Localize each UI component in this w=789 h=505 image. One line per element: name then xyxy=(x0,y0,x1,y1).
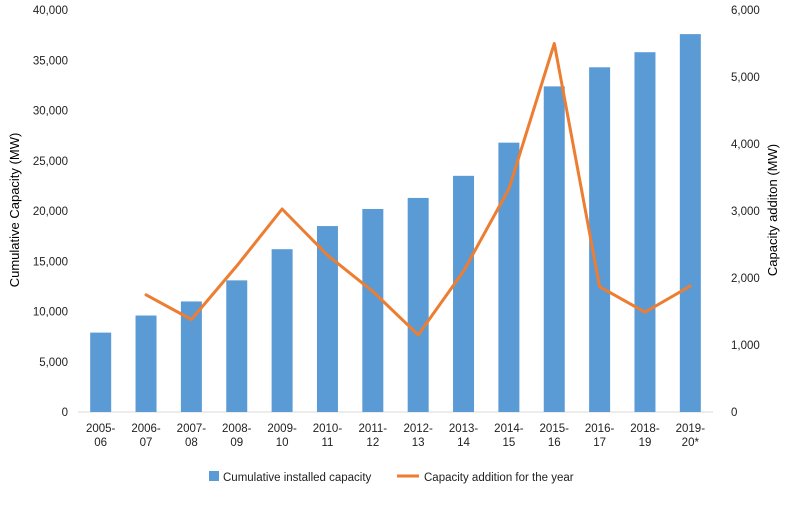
bar xyxy=(226,280,248,412)
x-tick-label: 2008-09 xyxy=(222,423,252,449)
bar-series xyxy=(90,34,701,413)
legend-swatch-bars xyxy=(209,471,219,481)
bar xyxy=(135,315,157,412)
x-tick-label: 2014-15 xyxy=(494,423,524,449)
y2-tick-label: 6,000 xyxy=(731,5,760,17)
x-tick-label: 2019-20* xyxy=(676,423,706,449)
legend: Cumulative installed capacity Capacity a… xyxy=(209,471,574,484)
y-tick-label: 15,000 xyxy=(33,256,68,268)
y2-tick-label: 5,000 xyxy=(731,72,760,84)
bar xyxy=(498,142,520,412)
y-tick-label: 35,000 xyxy=(33,55,68,67)
y-tick-label: 40,000 xyxy=(33,5,68,17)
y2-axis-title: Capacity additon (MW) xyxy=(765,144,780,276)
bar xyxy=(407,197,429,412)
y-tick-label: 5,000 xyxy=(39,357,68,369)
y-tick-label: 30,000 xyxy=(33,106,68,118)
left-axis-ticks: 0 5,000 10,000 15,000 20,000 25,000 30,000 35,0… xyxy=(33,5,68,419)
legend-label-line: Capacity addition for the year xyxy=(424,472,574,484)
bar xyxy=(453,175,475,412)
bar xyxy=(679,34,701,413)
capacity-addition-line xyxy=(144,42,692,337)
right-axis-ticks: 0 1,000 2,000 3,000 4,000 5,000 6,000 xyxy=(731,5,760,419)
y2-tick-label: 1,000 xyxy=(731,340,760,352)
y2-tick-label: 3,000 xyxy=(731,206,760,218)
bar xyxy=(316,226,338,412)
bar xyxy=(271,249,293,412)
y2-tick-label: 4,000 xyxy=(731,139,760,151)
y-tick-label: 20,000 xyxy=(33,206,68,218)
x-tick-label: 2018-19 xyxy=(630,423,660,449)
x-tick-label: 2015-16 xyxy=(540,423,570,449)
bar xyxy=(90,332,112,412)
x-tick-label: 2009-10 xyxy=(267,423,297,449)
bar xyxy=(543,86,565,412)
x-tick-label: 2013-14 xyxy=(449,423,479,449)
bar xyxy=(634,52,656,413)
legend-label-bars: Cumulative installed capacity xyxy=(223,472,372,484)
x-tick-label: 2011-12 xyxy=(359,423,388,449)
y2-tick-label: 0 xyxy=(731,407,737,419)
bar xyxy=(589,67,611,412)
y2-tick-label: 2,000 xyxy=(731,273,760,285)
bar xyxy=(180,301,202,412)
y-axis-title: Cumulative Capacity (MW) xyxy=(7,133,22,288)
y-tick-label: 10,000 xyxy=(33,307,68,319)
bar xyxy=(362,208,384,412)
x-tick-label: 2005-06 xyxy=(86,423,116,449)
x-tick-label: 2007-08 xyxy=(177,423,207,449)
x-axis-tick-labels: 2005-06 2006-07 2007-08 2008-09 2009-10 2010-… xyxy=(86,423,705,449)
y-tick-label: 0 xyxy=(62,407,68,419)
x-tick-label: 2016-17 xyxy=(585,423,615,449)
x-tick-label: 2006-07 xyxy=(131,423,161,449)
x-tick-label: 2010-11 xyxy=(313,423,343,449)
y-tick-label: 25,000 xyxy=(33,156,68,168)
x-tick-label: 2012-13 xyxy=(403,423,433,449)
